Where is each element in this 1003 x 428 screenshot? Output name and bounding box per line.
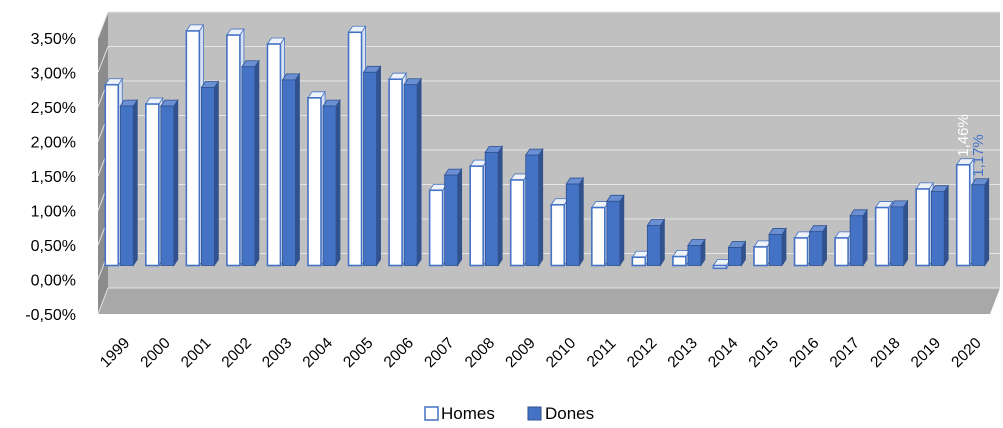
bar-homes-2001: [185, 23, 205, 267]
bar-dones-2014: [727, 240, 747, 267]
y-axis: -0,50% 0,00% 0,50% 1,00% 1,50% 2,00% 2,50% 3,00…: [25, 31, 76, 324]
bar-homes-2006: [388, 71, 407, 267]
bar-dones-2017: [849, 208, 868, 267]
bar-dones-2010: [565, 176, 585, 267]
bar-dones-2000: [160, 98, 179, 267]
y-tick-label: 0,50%: [31, 238, 76, 255]
x-tick-label: 2015: [746, 335, 782, 371]
bar-dones-2006: [403, 77, 422, 267]
bar-homes-2015: [753, 239, 772, 267]
y-tick-label: 2,00%: [31, 135, 76, 152]
gridline-depth: [97, 11, 109, 39]
y-tick-label: 3,00%: [31, 66, 76, 83]
bar-homes-2007: [428, 182, 448, 267]
x-tick-label: 2006: [381, 335, 417, 371]
x-tick-label: 2017: [827, 335, 863, 371]
bar-homes-2017: [834, 230, 853, 267]
data-label-dones-2020: 1,17%: [970, 134, 987, 177]
bar-homes-2002: [226, 27, 245, 267]
bar-dones-2007: [443, 167, 463, 267]
bar-dones-2001: [200, 80, 220, 267]
bar-dones-2016: [808, 224, 828, 267]
bar-dones-2002: [241, 59, 260, 267]
bar-dones-2004: [322, 98, 341, 267]
bar-dones-1999: [119, 98, 139, 267]
bar-homes-2000: [145, 96, 164, 267]
bar-homes-2009: [509, 172, 529, 267]
bar-dones-2005: [362, 64, 382, 267]
x-tick-label: 2011: [584, 335, 620, 371]
x-tick-label: 2020: [948, 334, 985, 371]
x-tick-label: 2008: [462, 335, 498, 371]
bars-layer: [104, 23, 990, 270]
plot-floor: [98, 288, 1000, 314]
bar-dones-2009: [524, 147, 544, 267]
bar-dones-2015: [768, 227, 787, 267]
bar-dones-2019: [930, 184, 949, 267]
y-tick-label: 1,00%: [31, 204, 76, 221]
gridline-depth: [97, 287, 109, 315]
legend-swatch-dones: [527, 406, 542, 421]
bar-homes-2004: [307, 90, 326, 267]
data-labels: 1,46%1,17%: [955, 114, 987, 177]
legend-label-homes: Homes: [441, 404, 495, 423]
bar-dones-2011: [606, 194, 625, 267]
x-tick-label: 2010: [543, 334, 580, 371]
bar-dones-2013: [687, 238, 706, 267]
x-tick-label: 2012: [624, 335, 660, 371]
bar-dones-2008: [484, 145, 503, 267]
bar-dones-2012: [646, 218, 666, 267]
x-tick-label: 2009: [502, 335, 538, 371]
x-tick-label: 2018: [867, 335, 903, 371]
y-tick-label: 0,00%: [31, 273, 76, 290]
y-tick-label: 1,50%: [31, 169, 76, 186]
bar-homes-2003: [266, 36, 286, 267]
data-label-homes-2020: 1,46%: [955, 114, 972, 157]
legend-label-dones: Dones: [545, 404, 594, 423]
bar-homes-2005: [347, 24, 367, 267]
x-tick-label: 2013: [665, 335, 701, 371]
x-tick-label: 2005: [340, 335, 376, 371]
bar-homes-2019: [915, 181, 934, 267]
bar-homes-2012: [631, 249, 651, 267]
bar-dones-2020: [970, 177, 990, 267]
legend-swatch-homes: [424, 406, 439, 421]
y-tick-label: -0,50%: [25, 307, 76, 324]
y-tick-label: 3,50%: [31, 31, 76, 48]
bar-homes-2018: [874, 200, 894, 267]
bar-homes-2010: [550, 197, 570, 267]
x-tick-label: 2007: [421, 335, 457, 371]
x-tick-label: 2019: [908, 335, 944, 371]
x-tick-label: 2004: [300, 334, 337, 371]
bar-dones-2003: [281, 72, 301, 267]
x-tick-label: 1999: [97, 335, 133, 371]
bar-homes-2016: [793, 230, 813, 267]
x-tick-label: 2001: [178, 335, 214, 371]
gridline-depth: [97, 46, 109, 73]
x-tick-label: 2002: [219, 335, 255, 371]
legend: Homes Dones: [424, 404, 594, 423]
bar-homes-2011: [591, 200, 610, 267]
bar-homes-1999: [104, 77, 124, 267]
bar-dones-2018: [889, 199, 909, 267]
bar-homes-2013: [672, 249, 691, 267]
x-axis: 1999 2000 2001 2002 2003 2004 2005 2006 2007 2008…: [97, 334, 985, 371]
x-tick-label: 2003: [259, 335, 295, 371]
bar-homes-2008: [469, 158, 488, 267]
y-tick-label: 2,50%: [31, 100, 76, 117]
x-tick-label: 2000: [137, 334, 174, 371]
x-tick-label: 2016: [786, 335, 822, 371]
x-tick-label: 2014: [705, 334, 742, 371]
